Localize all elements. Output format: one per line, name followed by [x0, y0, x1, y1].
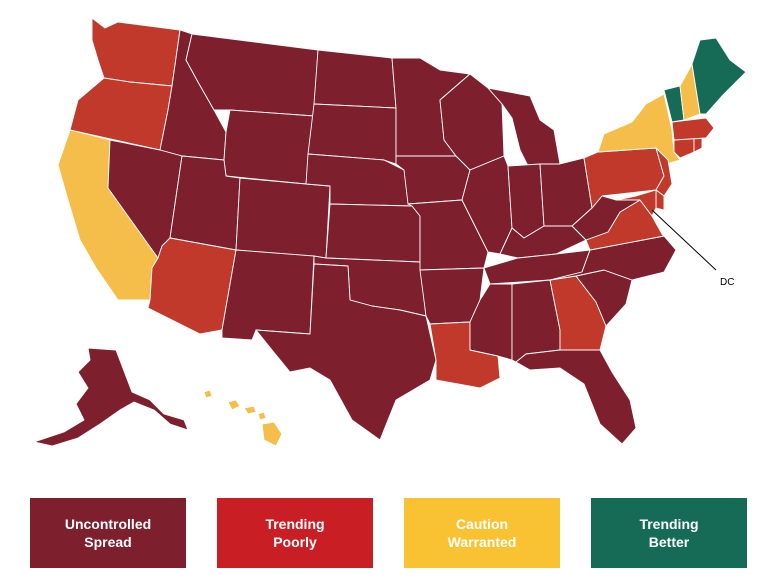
state-IN[interactable]	[507, 163, 545, 239]
legend-label-line2: Spread	[84, 534, 132, 550]
state-KS[interactable]	[325, 203, 421, 263]
state-WA[interactable]	[91, 17, 181, 87]
legend-trending-better: Trending Better	[591, 498, 747, 568]
state-FL[interactable]	[515, 349, 637, 445]
us-states-map	[33, 17, 747, 447]
legend-caution-warranted: Caution Warranted	[404, 498, 560, 568]
state-CT[interactable]	[673, 137, 695, 159]
state-MS[interactable]	[469, 283, 513, 361]
legend-label-line1: Trending	[639, 516, 699, 532]
state-MD[interactable]	[615, 189, 657, 217]
state-WY[interactable]	[223, 109, 315, 185]
state-SD[interactable]	[307, 103, 397, 165]
state-TX[interactable]	[255, 263, 437, 441]
state-HI[interactable]	[203, 389, 283, 447]
state-IA[interactable]	[395, 155, 471, 205]
legend-label-line2: Better	[648, 534, 690, 550]
dc-leader-line	[651, 209, 717, 271]
state-MA[interactable]	[671, 117, 715, 141]
legend-label-line2: Warranted	[447, 534, 517, 550]
legend-trending-poorly: Trending Poorly	[217, 498, 373, 568]
legend-label-line1: Trending	[265, 516, 325, 532]
legend-label-line1: Caution	[455, 516, 509, 532]
state-NM[interactable]	[221, 249, 315, 341]
legend-uncontrolled-spread: Uncontrolled Spread	[30, 498, 186, 568]
state-ND[interactable]	[313, 49, 397, 109]
state-AZ[interactable]	[147, 237, 237, 335]
legend: Uncontrolled Spread Trending Poorly Cautio…	[30, 498, 747, 568]
state-CO[interactable]	[235, 177, 331, 259]
legend-label-line2: Poorly	[273, 534, 317, 550]
dc-label: DC	[720, 277, 735, 288]
state-RI[interactable]	[693, 137, 703, 153]
state-AK[interactable]	[33, 347, 189, 447]
legend-label-line1: Uncontrolled	[64, 516, 152, 532]
state-ME[interactable]	[691, 37, 747, 115]
